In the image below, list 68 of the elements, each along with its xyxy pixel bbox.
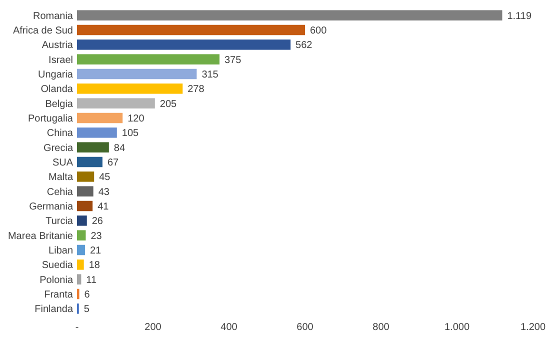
bar xyxy=(77,54,220,64)
data-label: 23 xyxy=(90,230,102,242)
data-label: 26 xyxy=(92,216,104,228)
bar xyxy=(77,172,94,182)
bar xyxy=(77,40,291,50)
x-tick-label: 400 xyxy=(220,322,238,333)
bar xyxy=(77,68,197,80)
data-label: 11 xyxy=(86,274,97,286)
bar xyxy=(77,216,87,226)
bar xyxy=(77,186,94,196)
x-tick-label: 800 xyxy=(372,322,390,333)
y-tick-label: Germania xyxy=(29,202,74,212)
y-tick-label: Marea Britanie xyxy=(8,230,74,242)
bar xyxy=(77,98,155,108)
y-tick-label: Cehia xyxy=(46,186,74,198)
y-tick-label: Belgia xyxy=(45,98,74,110)
data-label: 600 xyxy=(310,26,328,36)
bar xyxy=(77,142,109,152)
y-tick-label: Romania xyxy=(32,10,74,22)
data-label: 21 xyxy=(90,246,102,256)
bar xyxy=(77,244,85,256)
bar xyxy=(77,10,502,20)
bar xyxy=(77,230,86,240)
data-label: 6 xyxy=(84,290,90,300)
x-tick-label: - xyxy=(75,322,79,333)
y-tick-label: Finlanda xyxy=(34,304,74,316)
x-tick-label: 1.000 xyxy=(444,322,470,333)
y-tick-label: Turcia xyxy=(46,216,74,228)
y-tick-label: Israel xyxy=(48,54,73,66)
data-label: 41 xyxy=(98,202,110,212)
x-tick-label: 1.200 xyxy=(520,322,546,333)
y-tick-label: Ungaria xyxy=(38,70,74,80)
y-tick-label: Liban xyxy=(48,246,73,256)
data-label: 562 xyxy=(296,40,313,52)
data-label: 84 xyxy=(114,142,126,154)
y-tick-label: Olanda xyxy=(40,84,74,96)
data-label: 18 xyxy=(88,260,100,272)
data-label: 375 xyxy=(224,54,242,66)
data-label: 278 xyxy=(188,84,205,96)
y-tick-label: Malta xyxy=(48,172,74,184)
data-label: 5 xyxy=(84,304,90,316)
y-tick-label: Polonia xyxy=(40,274,74,286)
data-label: 1.119 xyxy=(507,10,532,22)
data-label: 43 xyxy=(98,186,110,198)
y-tick-label: Franta xyxy=(44,290,74,300)
bar xyxy=(77,260,84,270)
data-label: 45 xyxy=(99,172,111,184)
bar xyxy=(77,24,305,36)
bar xyxy=(77,84,183,94)
data-label: 67 xyxy=(107,158,120,168)
y-tick-label: Austria xyxy=(42,40,74,52)
bar xyxy=(77,128,117,138)
x-tick-label: 600 xyxy=(296,322,314,333)
bar xyxy=(77,156,102,168)
bar xyxy=(77,200,93,212)
bar xyxy=(77,112,123,124)
y-tick-label: Africa de Sud xyxy=(12,26,73,36)
data-label: 105 xyxy=(122,128,140,140)
bar xyxy=(77,274,82,284)
y-tick-label: China xyxy=(46,128,74,140)
data-label: 120 xyxy=(128,114,145,124)
data-label: 205 xyxy=(160,98,178,110)
y-tick-label: SUA xyxy=(52,158,74,168)
data-label: 315 xyxy=(202,70,219,80)
y-tick-label: Portugalia xyxy=(28,114,74,124)
x-tick-label: 200 xyxy=(144,322,162,333)
y-tick-label: Suedia xyxy=(42,260,74,272)
y-tick-label: Grecia xyxy=(44,142,74,154)
